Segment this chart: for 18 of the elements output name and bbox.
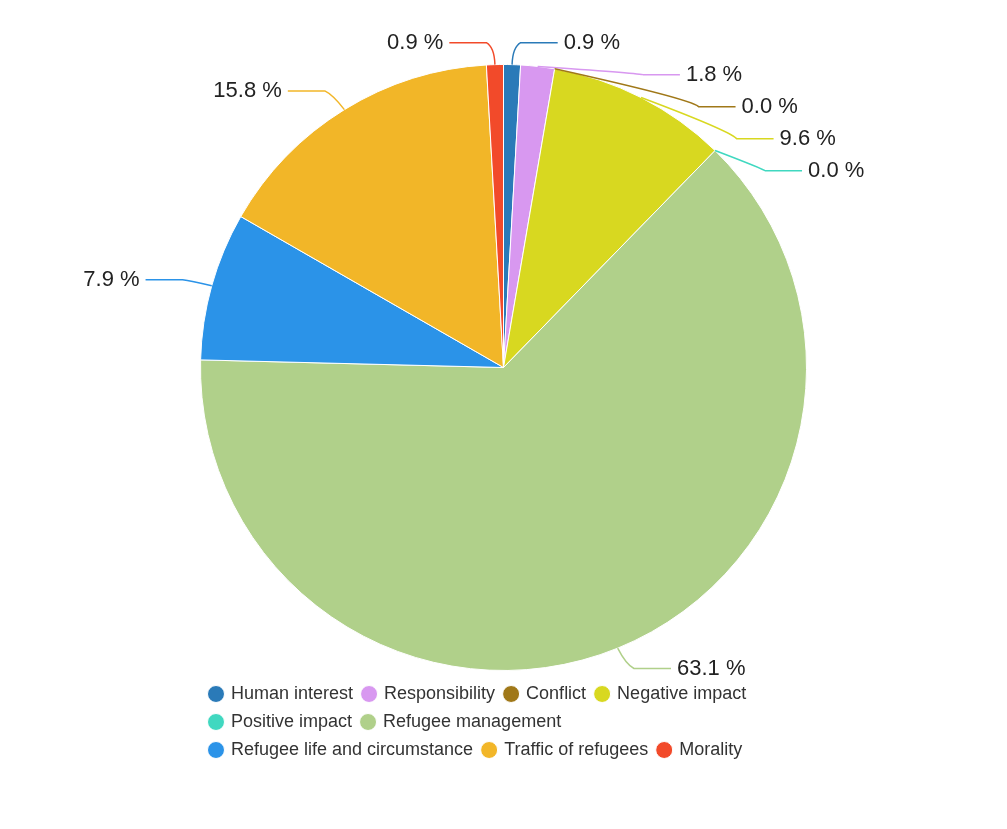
legend-label: Conflict [526,682,587,703]
legend-label: Traffic of refugees [504,738,649,759]
data-label: 63.1 % [676,654,746,680]
legend-label: Refugee management [383,710,562,731]
legend-label: Refugee life and circumstance [231,738,474,759]
legend-label: Negative impact [617,682,747,703]
data-label: 15.8 % [213,76,282,102]
data-label: 1.8 % [685,60,743,86]
text: 0.0 % [741,92,798,118]
text: 0.0 % [808,156,865,182]
legend-label: Morality [679,738,743,759]
data-label: 0.9 % [387,28,444,54]
data-label: 9.6 % [779,124,836,150]
legend-label: Responsibility [384,682,496,703]
legend-label: Human interest [231,682,354,703]
legend-label: Positive impact [231,710,353,731]
data-label: 0.9 % [563,28,620,54]
data-label: 7.9 % [83,265,140,291]
